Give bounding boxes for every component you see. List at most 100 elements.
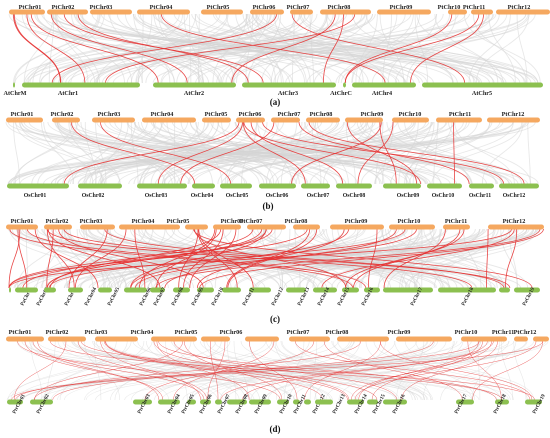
synteny-link xyxy=(214,340,509,401)
paralog-link xyxy=(130,228,267,289)
synteny-link xyxy=(93,340,503,401)
paralog-link xyxy=(33,340,362,401)
paralog-link xyxy=(353,228,461,289)
panel-a-bottom-chromosomes: AtChrM AtChr1 AtChr2 AtChr3 AtChrC AtChr4 AtCh… xyxy=(3,82,543,97)
synteny-link xyxy=(288,340,361,401)
synteny-link xyxy=(95,121,107,185)
bottom-chromosome-bar xyxy=(383,183,421,189)
synteny-link xyxy=(345,121,356,185)
synteny-link xyxy=(415,340,535,401)
synteny-link xyxy=(416,13,504,84)
top-chromosome-bar xyxy=(247,224,286,230)
top-chromosome-label: PtChr01 xyxy=(19,4,42,11)
synteny-link xyxy=(57,340,224,401)
top-chromosome-label: PtChr11 xyxy=(492,329,514,336)
synteny-link xyxy=(340,13,508,84)
synteny-link xyxy=(527,121,531,185)
paralog-link xyxy=(304,340,381,401)
bottom-chromosome-bar xyxy=(342,287,359,293)
top-chromosome-bar xyxy=(47,9,88,15)
bottom-chromosome-bar xyxy=(352,82,416,88)
synteny-link xyxy=(101,121,527,185)
synteny-link xyxy=(401,228,442,289)
panel-d-top-chromosomes: PtChr01 PtChr02 PtChr03 PtChr04 PtChr05 PtChr… xyxy=(6,329,549,342)
top-chromosome-bar xyxy=(52,117,80,123)
top-chromosome-bar xyxy=(6,117,43,123)
synteny-link xyxy=(138,13,153,84)
top-chromosome-bar xyxy=(151,336,197,342)
bottom-chromosome-bar xyxy=(336,183,372,189)
bottom-chromosome-label: OsChr11 xyxy=(469,193,491,199)
synteny-link xyxy=(252,13,406,84)
synteny-link xyxy=(335,13,530,84)
bottom-chromosome-bar xyxy=(197,287,214,293)
top-chromosome-bar xyxy=(201,336,230,342)
synteny-link xyxy=(48,13,55,84)
top-chromosome-label: PtChr08 xyxy=(310,111,333,118)
top-chromosome-label: PtChr10 xyxy=(438,4,461,11)
synteny-link xyxy=(219,13,363,84)
top-chromosome-label: PtChr02 xyxy=(52,4,75,11)
top-chromosome-bar xyxy=(320,9,371,15)
synteny-link xyxy=(374,121,432,185)
top-chromosome-label: PtChr11 xyxy=(449,111,471,118)
top-chromosome-bar xyxy=(448,9,467,15)
paralog-link xyxy=(50,13,188,84)
paralog-link xyxy=(367,228,378,289)
paralog-link xyxy=(357,121,394,185)
panel-c-label: (c) xyxy=(270,314,280,324)
top-chromosome-label: PtChr08 xyxy=(285,218,308,225)
synteny-link xyxy=(55,13,89,84)
synteny-link xyxy=(221,121,501,185)
top-chromosome-bar xyxy=(6,336,44,342)
bottom-chromosome-bar xyxy=(456,399,474,405)
paralog-link xyxy=(46,228,473,289)
paralog-link xyxy=(74,228,127,289)
top-chromosome-label: PtChr11 xyxy=(445,218,467,225)
bottom-chromosome-bar xyxy=(343,82,346,88)
top-chromosome-bar xyxy=(142,117,196,123)
top-chromosome-bar xyxy=(293,224,320,230)
bottom-chromosome-label: OsChr03 xyxy=(145,193,168,199)
synteny-link xyxy=(56,121,177,185)
top-chromosome-bar xyxy=(119,224,180,230)
paralog-link xyxy=(77,340,208,401)
paralog-link xyxy=(8,228,254,289)
top-chromosome-bar xyxy=(496,9,550,15)
synteny-link xyxy=(406,13,457,84)
bottom-chromosome-label: OsChr07 xyxy=(307,193,330,199)
synteny-link xyxy=(173,13,495,84)
panel-c-top-chromosomes: PtChr01 PtChr02 PtChr03 PtChr04 PtChr05 PtChr… xyxy=(6,218,544,230)
top-chromosome-label: PtChr04 xyxy=(131,329,154,336)
bottom-chromosome-label: PaChr12 xyxy=(270,286,285,307)
synteny-link xyxy=(336,228,528,289)
bottom-chromosome-bar xyxy=(215,399,222,405)
paralog-link xyxy=(383,228,446,289)
synteny-link xyxy=(395,13,487,84)
bottom-chromosome-label: PaChr15 xyxy=(336,286,351,307)
synteny-link xyxy=(55,13,126,84)
synteny-link xyxy=(217,121,473,185)
paralog-link xyxy=(22,228,273,289)
synteny-link xyxy=(472,13,527,84)
top-chromosome-bar xyxy=(461,336,507,342)
top-chromosome-label: PtChr02 xyxy=(46,329,69,336)
paralog-link xyxy=(52,340,434,401)
bottom-chromosome-bar xyxy=(153,82,236,88)
synteny-link xyxy=(6,340,515,401)
synteny-link xyxy=(18,121,191,185)
panel-b-bottom-chromosomes: OsChr01 OsChr02 OsChr03 OsChr04 OsChr05 OsChr… xyxy=(7,183,539,199)
bottom-chromosome-bar xyxy=(367,399,378,405)
top-chromosome-bar xyxy=(90,9,132,15)
bottom-chromosome-bar xyxy=(124,287,147,293)
synteny-link xyxy=(193,121,415,185)
paralog-link xyxy=(34,228,99,289)
synteny-link xyxy=(404,340,528,401)
bottom-chromosome-bar xyxy=(293,399,300,405)
bottom-chromosome-label: PaChr16 xyxy=(360,286,375,307)
paralog-link xyxy=(8,228,308,289)
synteny-link xyxy=(390,121,491,185)
paralog-link xyxy=(358,340,479,401)
bottom-chromosome-bar xyxy=(68,287,83,293)
paralog-link xyxy=(453,121,455,185)
